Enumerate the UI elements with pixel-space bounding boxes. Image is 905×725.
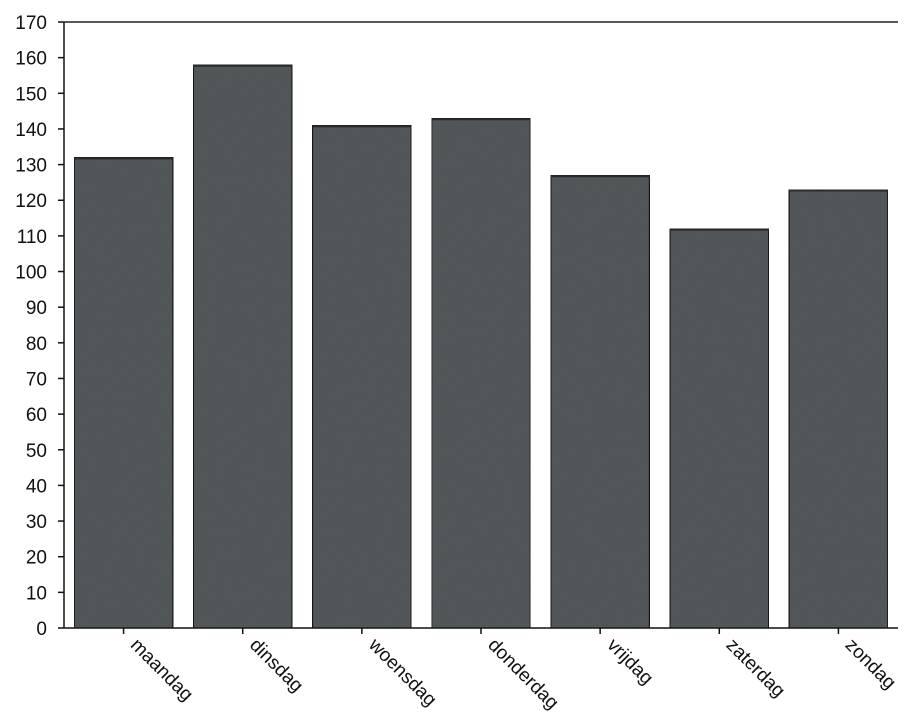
y-tick-label: 170	[15, 13, 47, 34]
y-tick-label: 160	[15, 49, 47, 70]
bar-zondag	[788, 188, 889, 629]
y-tick-label: 70	[26, 369, 47, 390]
y-tick-label: 90	[26, 298, 47, 319]
bar-woensdag	[311, 124, 413, 629]
x-category-label: vrijdag	[603, 635, 657, 689]
y-tick-label: 100	[15, 263, 47, 284]
bar-zaterdag	[669, 228, 770, 629]
y-tick-label: 40	[26, 476, 47, 497]
y-tick-label: 60	[26, 405, 47, 426]
bar-vrijdag	[549, 174, 651, 629]
y-axis-ticks: 0 10 20 30 40 50 60 70 80 90 100 110 120 130 140 150 160…	[15, 13, 64, 640]
bar-maandag	[73, 156, 174, 629]
y-tick-label: 80	[26, 334, 47, 355]
y-tick-label: 140	[15, 120, 47, 141]
y-tick-label: 120	[15, 191, 47, 212]
y-tick-label: 10	[26, 583, 47, 604]
x-category-label: maandag	[126, 635, 197, 706]
y-tick-label: 30	[26, 512, 47, 533]
x-category-label: zondag	[841, 635, 900, 694]
x-category-label: zaterdag	[722, 635, 789, 702]
bar-series	[73, 64, 889, 629]
x-category-label: woensdag	[364, 634, 441, 711]
y-tick-label: 150	[15, 84, 47, 105]
y-tick-label: 50	[26, 441, 47, 462]
bar-donderdag	[430, 117, 532, 629]
y-tick-label: 110	[17, 227, 47, 248]
y-tick-label: 20	[26, 548, 47, 569]
x-category-label: donderdag	[483, 635, 562, 714]
x-category-label: dinsdag	[245, 635, 307, 697]
bar-dinsdag	[192, 64, 293, 629]
y-tick-label: 0	[36, 619, 47, 640]
x-axis-ticks: maandag dinsdag woensdag donderdag vrijdag za…	[122, 628, 900, 714]
y-tick-label: 130	[15, 156, 47, 177]
